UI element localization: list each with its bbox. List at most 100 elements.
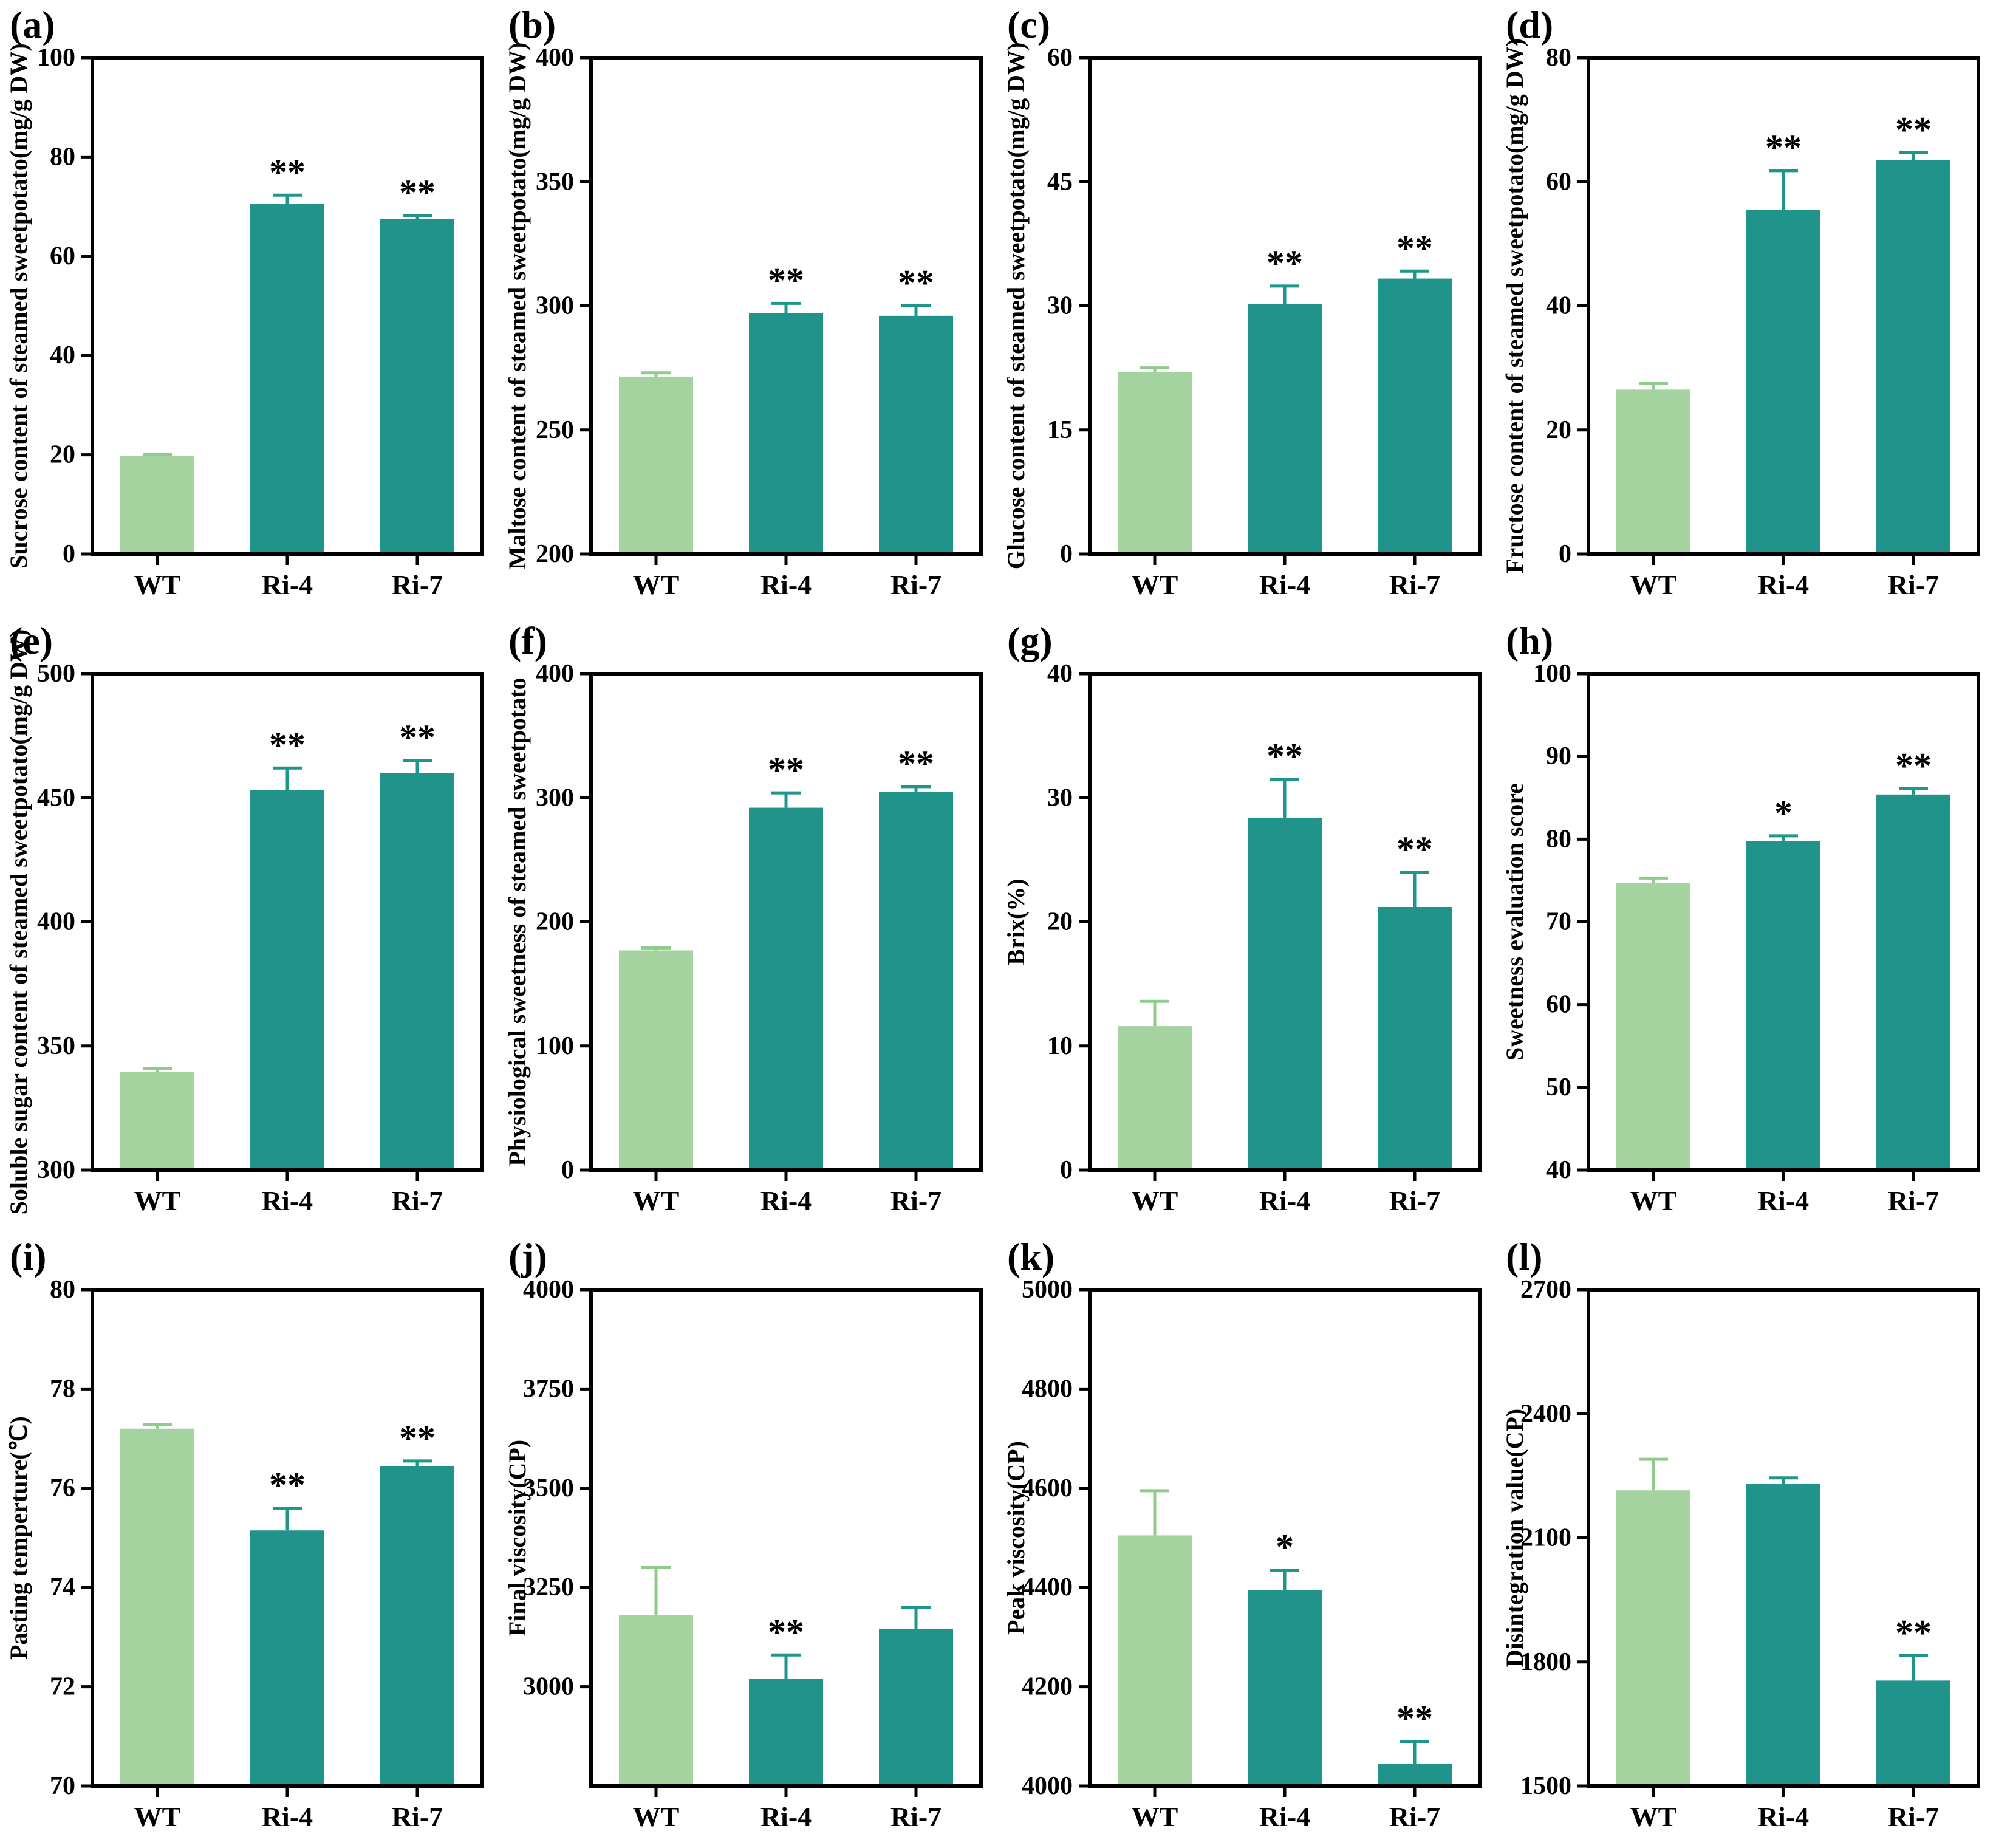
bar-ri-4 (250, 1530, 324, 1786)
plot-frame (589, 56, 983, 556)
panel-letter: (l) (1506, 1235, 1542, 1278)
category-label: Ri-7 (1888, 1185, 1939, 1216)
y-tick-label: 10 (1047, 1032, 1073, 1060)
bar-ri-4 (1248, 304, 1322, 554)
y-tick-label: 200 (536, 908, 574, 936)
category-label: Ri-4 (262, 569, 313, 600)
y-axis-title: Disintegration value(CP) (1501, 1409, 1528, 1668)
significance-label: ** (1266, 243, 1303, 283)
panel-letter: (g) (1007, 619, 1053, 662)
plot-frame (1088, 56, 1482, 556)
y-axis-title: Glucose content of steamed sweetpotato(m… (1002, 43, 1030, 570)
category-label: Ri-7 (890, 569, 942, 600)
y-tick-label: 0 (1060, 540, 1073, 568)
significance-label: ** (768, 750, 804, 790)
bar-wt (120, 1072, 194, 1170)
panel-b: (b) 200 250 300 350 400 WT ** Ri-4 ** Ri-7 Maltose … (499, 0, 997, 616)
y-tick-label: 400 (37, 908, 75, 936)
y-tick-label: 4600 (1022, 1474, 1073, 1502)
significance-label: ** (768, 260, 804, 300)
plot-frame (589, 672, 983, 1172)
category-label: WT (1132, 1185, 1178, 1216)
y-tick-label: 0 (1060, 1156, 1073, 1184)
bar-wt (619, 376, 693, 554)
y-axis-title: Physiological sweetness of steamed sweet… (504, 677, 531, 1166)
significance-label: ** (1396, 228, 1433, 268)
significance-label: ** (1895, 1613, 1932, 1653)
y-tick-label: 400 (536, 660, 574, 688)
category-label: Ri-4 (1758, 569, 1809, 600)
y-tick-label: 0 (63, 540, 75, 568)
plot-frame (91, 56, 484, 556)
plot-frame (589, 1288, 983, 1788)
significance-label: ** (399, 173, 436, 213)
y-tick-label: 300 (536, 292, 574, 320)
y-axis-title: Sucrose content of steamed sweetpotato(m… (5, 43, 32, 569)
panel-h-chart: (h) 40 50 60 70 80 90 100 WT * Ri-4 ** Ri-7 Sweetness… (1501, 619, 1980, 1216)
significance-label: ** (1396, 829, 1433, 869)
y-tick-label: 250 (536, 416, 574, 444)
category-label: WT (1132, 1801, 1178, 1832)
plot-frame (1088, 672, 1482, 1172)
panel-g: (g) 0 10 20 30 40 WT ** Ri-4 ** Ri-7 Brix(%) (997, 616, 1496, 1232)
y-tick-label: 4000 (523, 1276, 574, 1304)
y-axis-title: Soluble sugar content of steamed sweetpo… (5, 629, 32, 1215)
bar-ri-7 (1876, 1680, 1950, 1786)
category-label: Ri-7 (1389, 1801, 1440, 1832)
bar-ri-4 (250, 790, 324, 1170)
significance-label: ** (898, 263, 934, 303)
y-tick-label: 40 (1546, 292, 1571, 320)
bar-ri-4 (250, 204, 324, 554)
y-tick-label: 72 (50, 1673, 75, 1701)
plot-frame (91, 672, 484, 1172)
y-tick-label: 3500 (523, 1474, 574, 1502)
bar-ri-4 (749, 1679, 823, 1786)
significance-label: ** (1266, 736, 1303, 776)
bar-ri-4 (749, 313, 823, 554)
bar-ri-7 (879, 1629, 953, 1786)
panel-f-chart: (f) 0 100 200 300 400 WT ** Ri-4 ** Ri-7 Physiologi… (504, 619, 983, 1216)
y-tick-label: 500 (37, 660, 75, 688)
y-tick-label: 80 (1546, 825, 1571, 853)
category-label: Ri-7 (392, 569, 443, 600)
category-label: WT (1630, 1801, 1677, 1832)
significance-label: ** (898, 744, 934, 784)
bar-ri-7 (1378, 278, 1452, 554)
panel-j-chart: (j) 3000 3250 3500 3750 4000 WT ** Ri-4 Ri-7 Final… (504, 1235, 983, 1832)
category-label: Ri-7 (890, 1801, 942, 1832)
significance-label: ** (1765, 128, 1802, 168)
bar-wt (1118, 1026, 1192, 1170)
category-label: Ri-7 (392, 1801, 443, 1832)
category-label: WT (1630, 569, 1677, 600)
y-tick-label: 70 (1546, 908, 1571, 936)
y-tick-label: 2700 (1520, 1276, 1571, 1304)
category-label: WT (134, 569, 181, 600)
plot-frame (1587, 1288, 1980, 1788)
panel-i-chart: (i) 70 72 74 76 78 80 WT ** Ri-4 ** Ri-7 Pasting tem… (5, 1235, 484, 1832)
bar-ri-7 (879, 792, 953, 1170)
y-tick-label: 100 (536, 1032, 574, 1060)
category-label: WT (1132, 569, 1178, 600)
bar-ri-7 (380, 1466, 454, 1786)
y-tick-label: 350 (37, 1032, 75, 1060)
y-tick-label: 100 (37, 44, 75, 72)
y-tick-label: 450 (37, 784, 75, 812)
panel-letter: (e) (10, 619, 53, 662)
y-tick-label: 20 (50, 441, 75, 469)
y-tick-label: 60 (50, 242, 75, 270)
y-tick-label: 300 (536, 784, 574, 812)
category-label: Ri-4 (1259, 1801, 1310, 1832)
category-label: Ri-4 (1758, 1801, 1809, 1832)
panel-d: (d) 0 20 40 60 80 WT ** Ri-4 ** Ri-7 Fructose conte… (1496, 0, 1995, 616)
category-label: Ri-4 (1259, 1185, 1310, 1216)
panel-letter: (i) (10, 1235, 46, 1278)
bar-ri-4 (1746, 210, 1820, 554)
category-label: WT (1630, 1185, 1677, 1216)
bar-wt (1118, 372, 1192, 554)
bar-ri-7 (1378, 1764, 1452, 1786)
category-label: Ri-7 (1888, 1801, 1939, 1832)
y-tick-label: 90 (1546, 742, 1571, 770)
category-label: WT (134, 1801, 181, 1832)
panel-letter: (k) (1007, 1235, 1054, 1278)
